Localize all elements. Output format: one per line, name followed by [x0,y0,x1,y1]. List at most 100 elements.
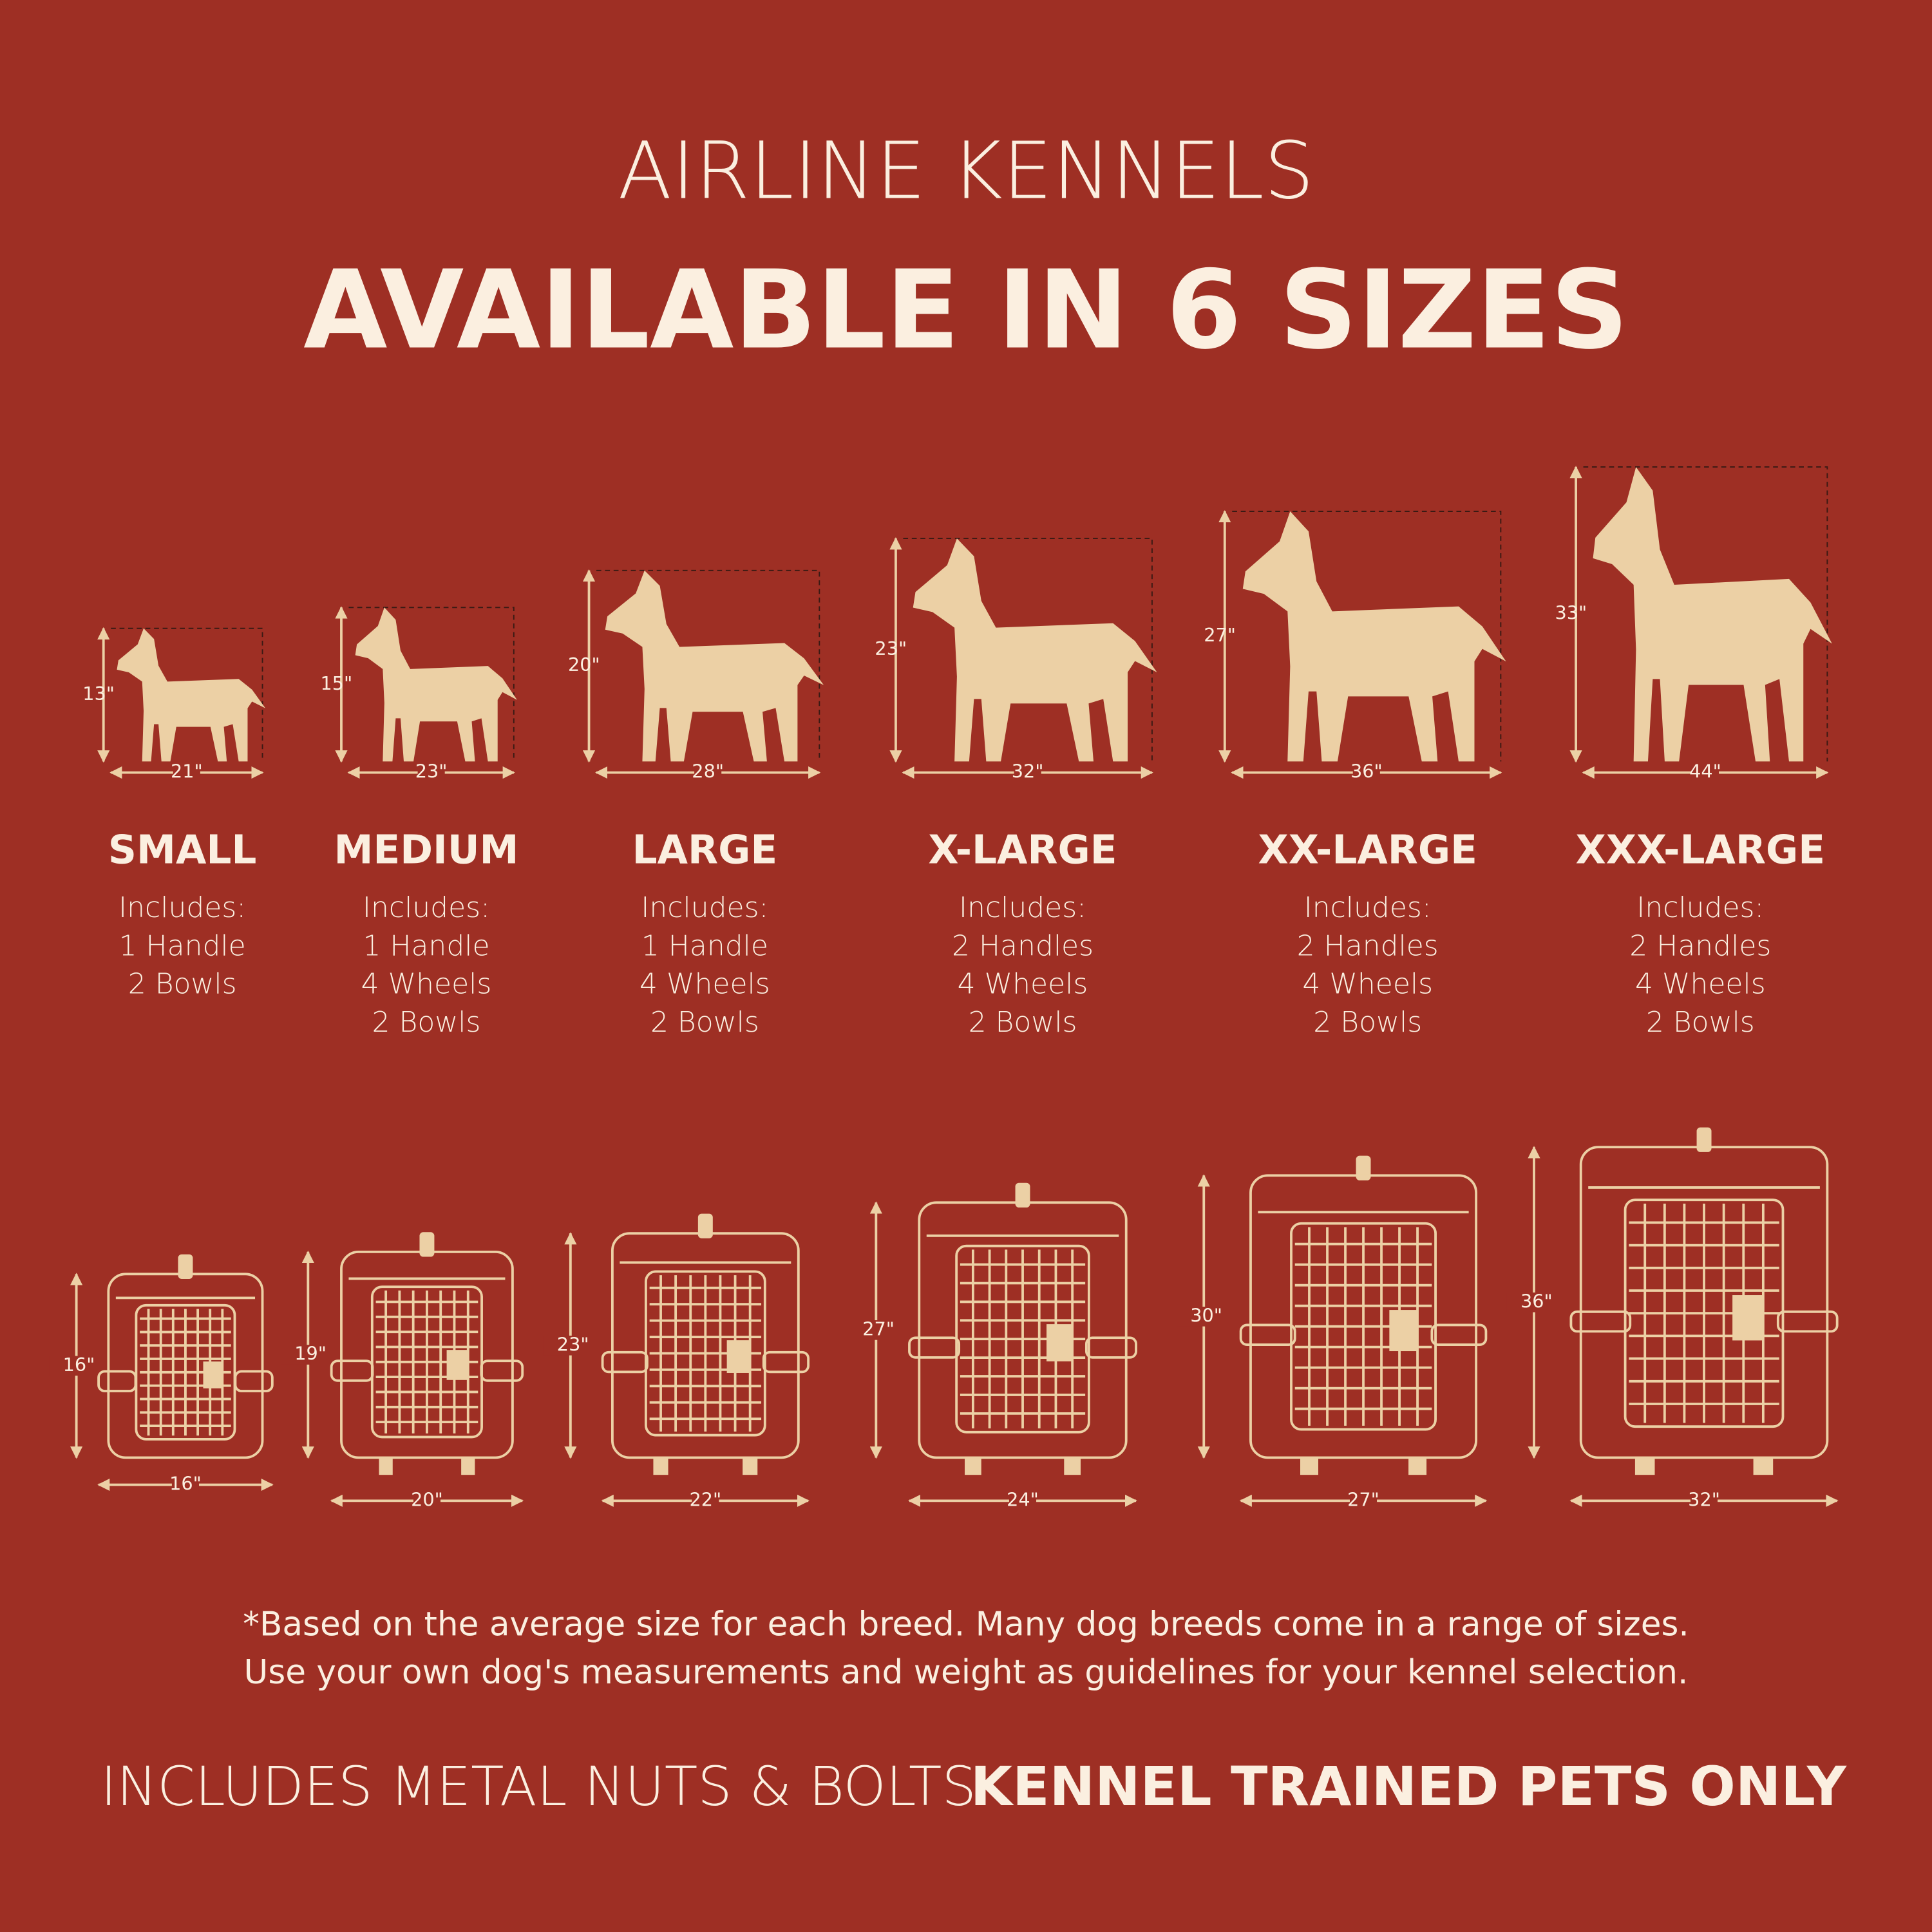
title: AIRLINE KENNELS [618,124,1314,216]
label-gap [692,1492,719,1510]
door-latch [726,1340,751,1373]
label-gap [1349,1492,1378,1510]
kennel-flap [1776,1310,1839,1333]
label-gap [1177,1307,1207,1327]
include-item: 2 Bowls [128,968,237,1001]
include-item: 4 Wheels [361,968,492,1001]
dimension-label: 15" [320,672,352,694]
label-gap [1690,1492,1718,1510]
kennel-wheel [1753,1457,1774,1475]
includes-label: Includes: [118,891,246,924]
dimension-label: 27" [862,1318,895,1340]
dimension-box [111,627,263,762]
kennel-body [918,1201,1128,1459]
dog-silhouette [355,607,517,762]
label-gap [49,1356,79,1376]
includes-label: Includes: [1304,891,1432,924]
include-item: 2 Handles [1297,929,1439,962]
include-item: 4 Wheels [958,968,1088,1001]
dimension-label: 13" [82,683,115,705]
kennel [1569,1127,1839,1475]
dimension-label: 24" [1007,1488,1039,1510]
kennel-body [1579,1146,1829,1459]
include-item: 2 Handles [1629,929,1771,962]
footer-left: INCLUDES METAL NUTS & BOLTS [100,1755,976,1818]
kennel-door [1624,1198,1785,1428]
label-gap [1352,764,1380,782]
dog-silhouette [1593,467,1832,762]
kennel-body [107,1273,264,1459]
includes-label: Includes: [959,891,1086,924]
dog-silhouette [913,538,1157,762]
include-item: 1 Handle [363,929,489,962]
kennel-wheel [461,1457,475,1475]
size-name: LARGE [632,828,778,873]
include-item: 4 Wheels [639,968,770,1001]
label-gap [1691,764,1719,782]
dimension-label: 36" [1350,761,1383,782]
size-name: XX-LARGE [1258,828,1477,873]
dog-silhouette [605,570,824,762]
include-item: 1 Handle [641,929,768,962]
dimension-label: 16" [63,1354,95,1376]
kennel-wheel [1408,1457,1427,1475]
dimension-label: 33" [1555,602,1587,624]
label-gap [281,1345,311,1365]
kennel-body [1249,1174,1478,1459]
dog-silhouette [117,628,266,762]
subtitle: AVAILABLE IN 6 SIZES [303,247,1629,374]
label-gap [173,764,200,782]
door-latch [1046,1324,1074,1361]
kennel [908,1182,1137,1475]
dimension-label: 32" [1688,1488,1720,1510]
dimension-label: 28" [692,761,724,782]
footer-right: KENNEL TRAINED PETS ONLY [971,1755,1847,1818]
include-item: 2 Bowls [1313,1006,1422,1039]
includes-label: Includes: [363,891,490,924]
dimension-box [348,607,515,762]
kennel-door [135,1303,236,1441]
include-item: 2 Handles [952,929,1094,962]
includes-label: Includes: [1636,891,1764,924]
kennel-flap [1569,1310,1632,1333]
size-name: XXX-LARGE [1576,828,1826,873]
label-gap [171,1476,199,1493]
kennel-handle [1696,1127,1712,1152]
dimension-label: 32" [1012,761,1044,782]
kennel-handle [1356,1155,1371,1180]
kennel [601,1213,810,1475]
kennel [97,1254,274,1459]
label-gap [849,1320,879,1340]
dimension-label: 21" [171,761,203,782]
dimension-label: 27" [1204,624,1236,646]
kennel-flap [1239,1323,1296,1346]
footnote: Use your own dog's measurements and weig… [244,1653,1689,1692]
footnote: *Based on the average size for each bree… [243,1605,1689,1644]
label-gap [694,764,722,782]
dimension-label: 16" [169,1472,202,1494]
include-item: 2 Bowls [1646,1006,1755,1039]
label-gap [417,764,445,782]
kennel-door [644,1270,766,1437]
dimension-label: 23" [875,638,907,659]
include-item: 4 Wheels [1635,968,1766,1001]
kennel-flap [762,1350,810,1374]
label-gap [1506,1293,1537,1312]
label-gap [543,1335,573,1356]
dimension-label: 36" [1520,1290,1553,1312]
kennel-door [370,1285,483,1439]
kennel-wheel [743,1457,758,1475]
kennel-wheel [1300,1457,1319,1475]
include-item: 2 Bowls [650,1006,759,1039]
label-gap [413,1492,440,1510]
label-gap [1014,764,1041,782]
dimension-label: 23" [557,1333,589,1355]
door-latch [1389,1310,1419,1352]
kennel-flap [1430,1323,1488,1346]
kennel-wheel [379,1457,393,1475]
door-latch [446,1350,469,1380]
kennel [330,1232,524,1475]
dimension-label: 22" [689,1488,721,1510]
